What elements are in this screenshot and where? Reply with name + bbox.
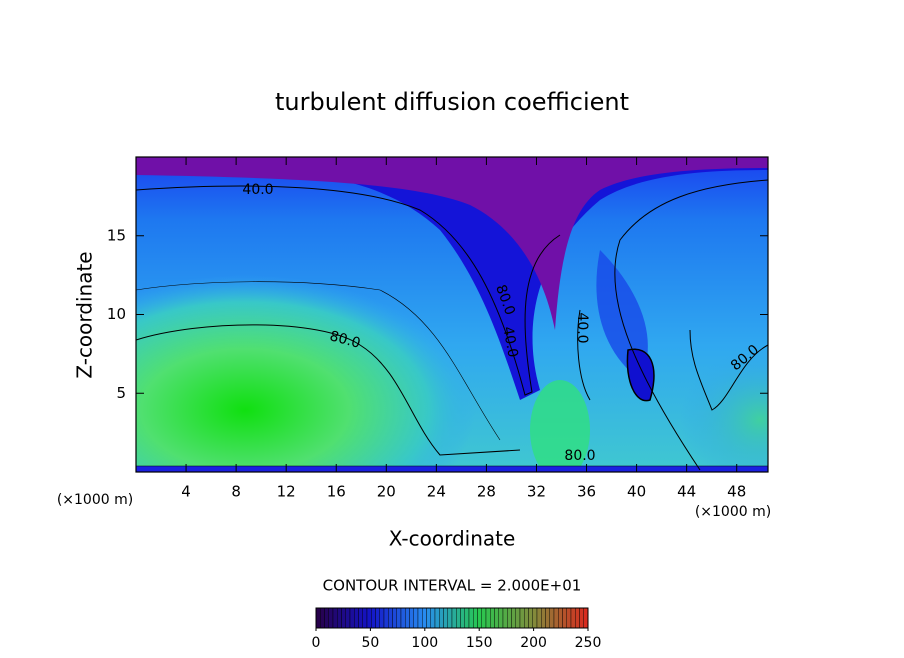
- contour-label: 40.0: [499, 325, 520, 358]
- x-tick-label: 24: [427, 483, 446, 501]
- colorbar-cell: [502, 607, 508, 629]
- contour-label: 40.0: [574, 312, 590, 343]
- x-tick-label: 12: [277, 483, 296, 501]
- x-tick-label: 48: [727, 483, 746, 501]
- y-tick-label: 15: [107, 226, 126, 244]
- colorbar-cell: [320, 607, 325, 629]
- colorbar-cell: [383, 607, 389, 629]
- contour-label: 40.0: [242, 182, 273, 198]
- colorbar-cell: [515, 607, 521, 629]
- x-tick-label: 8: [231, 483, 241, 501]
- colorbar-cell: [494, 607, 499, 629]
- colorbar-cell: [362, 607, 368, 629]
- colorbar-cell: [545, 607, 550, 629]
- colorbar-cell: [528, 607, 533, 629]
- colorbar-cell: [337, 607, 342, 629]
- colorbar-tick-label: 50: [361, 635, 379, 651]
- colorbar-cell: [524, 607, 529, 629]
- colorbar-cell: [375, 607, 380, 629]
- colorbar-cell: [332, 607, 338, 629]
- contour-interval: CONTOUR INTERVAL = 2.000E+01: [323, 577, 582, 595]
- colorbar-cell: [507, 607, 512, 629]
- colorbar-cell: [413, 607, 419, 629]
- colorbar-cell: [468, 607, 474, 629]
- contour-field: [136, 157, 768, 472]
- y-tick-label: 5: [116, 384, 126, 402]
- colorbar-cell: [341, 607, 346, 629]
- colorbar-cell: [396, 607, 402, 629]
- colorbar-cell: [447, 607, 453, 629]
- x-tick-label: 20: [377, 483, 396, 501]
- colorbar-cell: [575, 607, 580, 629]
- colorbar-cell: [477, 607, 482, 629]
- colorbar-cell: [498, 607, 504, 629]
- colorbar-cell: [392, 607, 397, 629]
- colorbar-cell: [349, 607, 355, 629]
- colorbar-cell: [549, 607, 555, 629]
- x-tick-label: 44: [677, 483, 696, 501]
- x-unit: (×1000 m): [57, 492, 133, 508]
- colorbar-cell: [358, 607, 363, 629]
- x-tick-label: 36: [577, 483, 596, 501]
- x-axis-label: X-coordinate: [389, 527, 516, 551]
- colorbar-tick-label: 200: [520, 635, 547, 651]
- colorbar-cell: [481, 607, 487, 629]
- colorbar-tick-label: 250: [575, 635, 602, 651]
- colorbar-cell: [511, 607, 516, 629]
- colorbar-cell: [464, 607, 470, 629]
- colorbar-cell: [426, 607, 431, 629]
- colorbar-cell: [566, 607, 572, 629]
- colorbar-tick-label: 0: [312, 635, 321, 651]
- contour-label: 80.0: [328, 328, 362, 352]
- colorbar-cell: [490, 607, 495, 629]
- colorbar-cell: [324, 607, 329, 629]
- colorbar-cell: [379, 607, 385, 629]
- colorbar-frame: [315, 607, 589, 629]
- colorbar-cell: [485, 607, 491, 629]
- colorbar-cell: [417, 607, 423, 629]
- colorbar-cell: [558, 607, 563, 629]
- colorbar-cell: [579, 607, 584, 629]
- colorbar-cell: [366, 607, 372, 629]
- colorbar-cell: [532, 607, 538, 629]
- x-tick-label: 32: [527, 483, 546, 501]
- y-tick-label: 10: [107, 305, 126, 323]
- colorbar-cell: [439, 607, 444, 629]
- colorbar-cell: [583, 607, 589, 629]
- colorbar-cell: [405, 607, 410, 629]
- colorbar-cell: [371, 607, 376, 629]
- colorbar-cell: [315, 607, 321, 629]
- colorbar-cell: [562, 607, 567, 629]
- colorbar-cell: [553, 607, 559, 629]
- x-tick-label: 40: [627, 483, 646, 501]
- colorbar-cell: [456, 607, 461, 629]
- colorbar-cell: [541, 607, 546, 629]
- chart-title: turbulent diffusion coefficient: [275, 88, 629, 116]
- colorbar-tick-label: 100: [411, 635, 438, 651]
- x-tick-label: 16: [327, 483, 346, 501]
- colorbar-cell: [473, 607, 478, 629]
- colorbar-cell: [328, 607, 334, 629]
- colorbar-cell: [409, 607, 414, 629]
- colorbar-cell: [430, 607, 436, 629]
- colorbar-cell: [400, 607, 406, 629]
- colorbar-cell: [345, 607, 351, 629]
- colorbar-cell: [536, 607, 542, 629]
- colorbar-cell: [388, 607, 393, 629]
- contour-label: 80.0: [564, 448, 595, 464]
- x-tick-label: 4: [181, 483, 191, 501]
- colorbar-cell: [354, 607, 359, 629]
- colorbar-cell: [422, 607, 427, 629]
- colorbar-cell: [434, 607, 440, 629]
- colorbar-cell: [519, 607, 525, 629]
- y-unit: (×1000 m): [695, 504, 771, 520]
- colorbar-cell: [460, 607, 465, 629]
- x-tick-label: 28: [477, 483, 496, 501]
- colorbar-cell: [443, 607, 448, 629]
- colorbar-cell: [570, 607, 576, 629]
- colorbar-tick-label: 150: [466, 635, 493, 651]
- colorbar-cell: [451, 607, 457, 629]
- y-axis-label: Z-coordinate: [73, 251, 97, 378]
